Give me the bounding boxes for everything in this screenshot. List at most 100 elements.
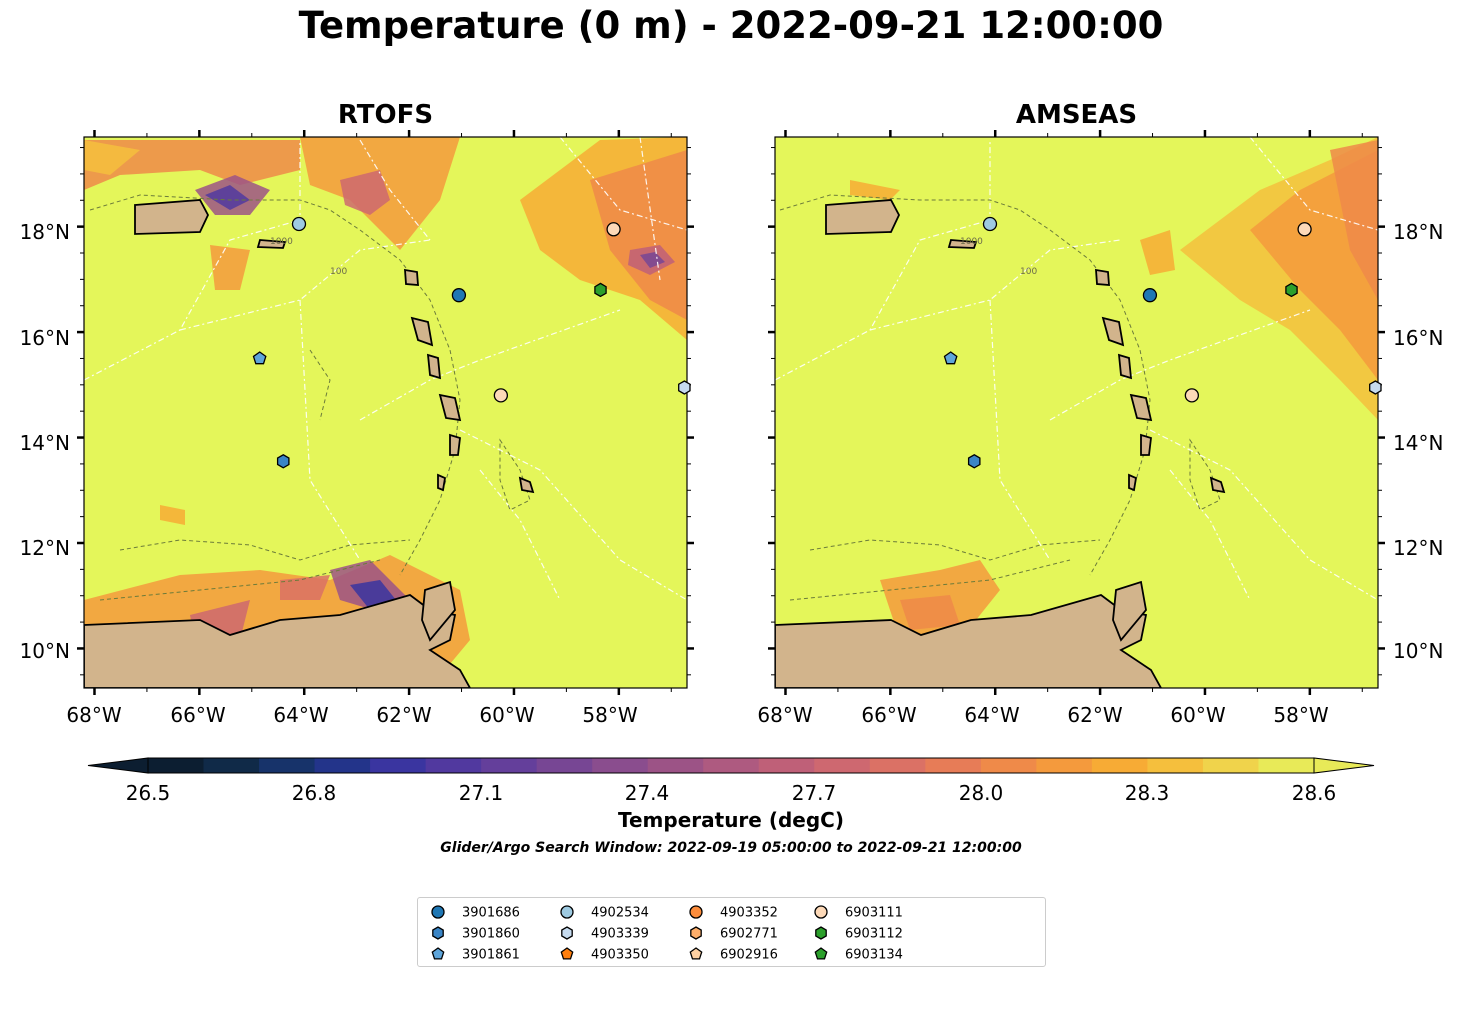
bathymetry-contours bbox=[89, 194, 531, 601]
colorbar-segment bbox=[869, 758, 926, 773]
legend-label: 3901861 bbox=[462, 948, 520, 963]
float-marker bbox=[606, 222, 621, 237]
legend-label: 6903111 bbox=[845, 906, 903, 921]
float-marker bbox=[252, 351, 267, 365]
float-marker bbox=[1297, 222, 1312, 237]
colorbar-tick-labels: 26.5 26.8 27.1 27.4 27.7 28.0 28.3 28.6 bbox=[126, 781, 1337, 805]
colorbar-extend-min bbox=[87, 757, 149, 774]
map-frame bbox=[83, 136, 688, 689]
bathymetry-contours bbox=[779, 194, 1221, 601]
y-tick-label: 14°N bbox=[20, 431, 70, 455]
map-panel-rtofs: 68°W 66°W 64°W 62°W 60°W 58°W 18°N 16°N … bbox=[20, 130, 694, 727]
colorbar-tick-label: 28.0 bbox=[959, 781, 1004, 805]
tick-labels-amseas: 68°W 66°W 64°W 62°W 60°W 58°W 18°N 16°N … bbox=[757, 220, 1443, 727]
colorbar-segment bbox=[148, 758, 205, 773]
legend-marker bbox=[431, 905, 445, 919]
legend-marker bbox=[431, 947, 445, 960]
float-marker bbox=[1285, 282, 1298, 298]
legend-label: 4903339 bbox=[591, 927, 649, 942]
legend-canvas: 3901686 3901860 3901861 4902534 4903339 49033… bbox=[431, 905, 903, 963]
colorbar-tick-label: 27.4 bbox=[625, 781, 670, 805]
x-tick-label: 58°W bbox=[1273, 703, 1328, 727]
colorbar-tick-label: 26.8 bbox=[292, 781, 337, 805]
landmasses bbox=[775, 199, 1226, 688]
landmasses bbox=[84, 199, 535, 688]
legend-marker bbox=[561, 926, 573, 940]
legend-marker bbox=[560, 947, 574, 960]
colorbar-segment bbox=[1202, 758, 1259, 773]
x-tick-label: 68°W bbox=[757, 703, 812, 727]
contour-label: 1000 bbox=[270, 237, 293, 247]
legend-label: 4903352 bbox=[720, 906, 778, 921]
float-marker bbox=[982, 216, 998, 232]
y-tick-label: 10°N bbox=[1393, 639, 1443, 663]
colorbar-segment bbox=[203, 758, 260, 773]
map-panel-amseas: 68°W 66°W 64°W 62°W 60°W 58°W 18°N 16°N … bbox=[757, 130, 1443, 727]
colorbar-segment bbox=[1258, 758, 1315, 773]
x-tick-label: 64°W bbox=[964, 703, 1019, 727]
float-marker bbox=[493, 388, 509, 403]
float-marker bbox=[451, 288, 467, 303]
legend-marker bbox=[432, 926, 444, 940]
colorbar-label: Temperature (degC) bbox=[618, 808, 844, 832]
float-marker bbox=[594, 282, 607, 298]
legend-marker bbox=[814, 947, 828, 960]
colorbar-segment bbox=[425, 758, 482, 773]
colorbar-tick-label: 27.7 bbox=[792, 781, 837, 805]
colorbar-extend-max bbox=[1313, 757, 1375, 774]
x-tick-label: 62°W bbox=[376, 703, 431, 727]
panel-title-amseas: AMSEAS bbox=[1015, 100, 1138, 130]
float-markers-rtofs bbox=[252, 216, 691, 469]
colorbar-segment bbox=[370, 758, 427, 773]
colorbar-segment bbox=[314, 758, 371, 773]
y-tick-label: 16°N bbox=[20, 326, 70, 350]
eez-boundaries bbox=[775, 137, 1378, 601]
x-tick-label: 60°W bbox=[1170, 703, 1225, 727]
colorbar-segment bbox=[703, 758, 760, 773]
y-tick-label: 10°N bbox=[20, 639, 70, 663]
tick-labels-rtofs: 68°W 66°W 64°W 62°W 60°W 58°W 18°N 16°N … bbox=[20, 220, 638, 727]
legend-label: 6903112 bbox=[845, 927, 903, 942]
x-tick-label: 62°W bbox=[1067, 703, 1122, 727]
contour-label: 100 bbox=[1020, 267, 1037, 277]
colorbar-segment bbox=[647, 758, 704, 773]
legend-marker bbox=[689, 905, 703, 919]
float-marker bbox=[1184, 388, 1200, 403]
x-tick-label: 64°W bbox=[273, 703, 328, 727]
y-tick-label: 16°N bbox=[1393, 326, 1443, 350]
colorbar-frame bbox=[147, 757, 1315, 774]
colorbar-tick-label: 26.5 bbox=[126, 781, 171, 805]
legend-label: 6903134 bbox=[845, 948, 903, 963]
y-tick-label: 12°N bbox=[20, 536, 70, 560]
map-frame bbox=[774, 136, 1379, 689]
colorbar-segment bbox=[758, 758, 815, 773]
float-marker bbox=[1142, 288, 1158, 303]
float-marker bbox=[291, 216, 307, 232]
x-tick-label: 60°W bbox=[479, 703, 534, 727]
legend-label: 3901686 bbox=[462, 906, 520, 921]
colorbar-segment bbox=[925, 758, 982, 773]
x-tick-label: 68°W bbox=[66, 703, 121, 727]
legend-label: 6902916 bbox=[720, 948, 778, 963]
eez-boundaries bbox=[84, 137, 687, 601]
contour-label: 100 bbox=[330, 267, 347, 277]
float-marker bbox=[678, 380, 691, 395]
chart-title: Temperature (0 m) - 2022-09-21 12:00:00 bbox=[298, 4, 1164, 47]
colorbar-segment bbox=[592, 758, 649, 773]
legend-marker bbox=[560, 905, 574, 919]
float-legend: 3901686 3901860 3901861 4902534 4903339 49033… bbox=[417, 897, 1046, 967]
float-marker bbox=[1369, 380, 1382, 395]
colorbar-segment bbox=[1091, 758, 1148, 773]
colorbar-tick-label: 28.6 bbox=[1292, 781, 1337, 805]
legend-label: 3901860 bbox=[462, 927, 520, 942]
colorbar-segment bbox=[259, 758, 316, 773]
legend-marker bbox=[689, 947, 703, 960]
search-window-caption: Glider/Argo Search Window: 2022-09-19 05… bbox=[440, 840, 1022, 856]
y-tick-label: 14°N bbox=[1393, 431, 1443, 455]
colorbar-tick-label: 28.3 bbox=[1125, 781, 1170, 805]
colorbar-segment bbox=[1036, 758, 1093, 773]
x-tick-label: 58°W bbox=[582, 703, 637, 727]
colorbar-segment bbox=[980, 758, 1037, 773]
legend-label: 4902534 bbox=[591, 906, 649, 921]
